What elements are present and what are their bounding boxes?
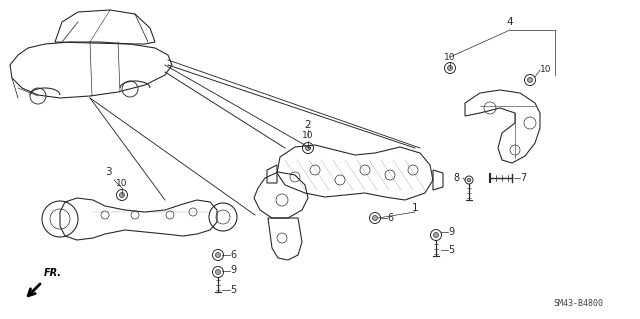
Circle shape xyxy=(433,233,438,237)
Circle shape xyxy=(216,253,220,257)
Text: 10: 10 xyxy=(302,131,314,140)
Text: 10: 10 xyxy=(540,65,552,75)
Text: 4: 4 xyxy=(507,17,513,27)
Circle shape xyxy=(467,178,471,182)
Circle shape xyxy=(120,193,124,197)
Text: 7: 7 xyxy=(520,173,526,183)
Circle shape xyxy=(447,65,452,70)
Text: 6: 6 xyxy=(230,250,236,260)
Circle shape xyxy=(372,216,378,220)
Text: 10: 10 xyxy=(444,53,456,62)
Text: 8: 8 xyxy=(453,173,459,183)
Text: 6: 6 xyxy=(387,213,393,223)
Text: 9: 9 xyxy=(448,227,454,237)
Circle shape xyxy=(527,78,532,83)
Text: 9: 9 xyxy=(230,265,236,275)
Text: SM43-B4800: SM43-B4800 xyxy=(553,299,603,308)
Text: 10: 10 xyxy=(116,179,128,188)
Text: FR.: FR. xyxy=(44,268,62,278)
Text: 2: 2 xyxy=(305,120,311,130)
Text: 5: 5 xyxy=(230,285,236,295)
Text: 1: 1 xyxy=(412,203,419,213)
Text: 5: 5 xyxy=(448,245,454,255)
Circle shape xyxy=(305,145,310,151)
Text: 3: 3 xyxy=(105,167,111,177)
Circle shape xyxy=(216,270,220,274)
